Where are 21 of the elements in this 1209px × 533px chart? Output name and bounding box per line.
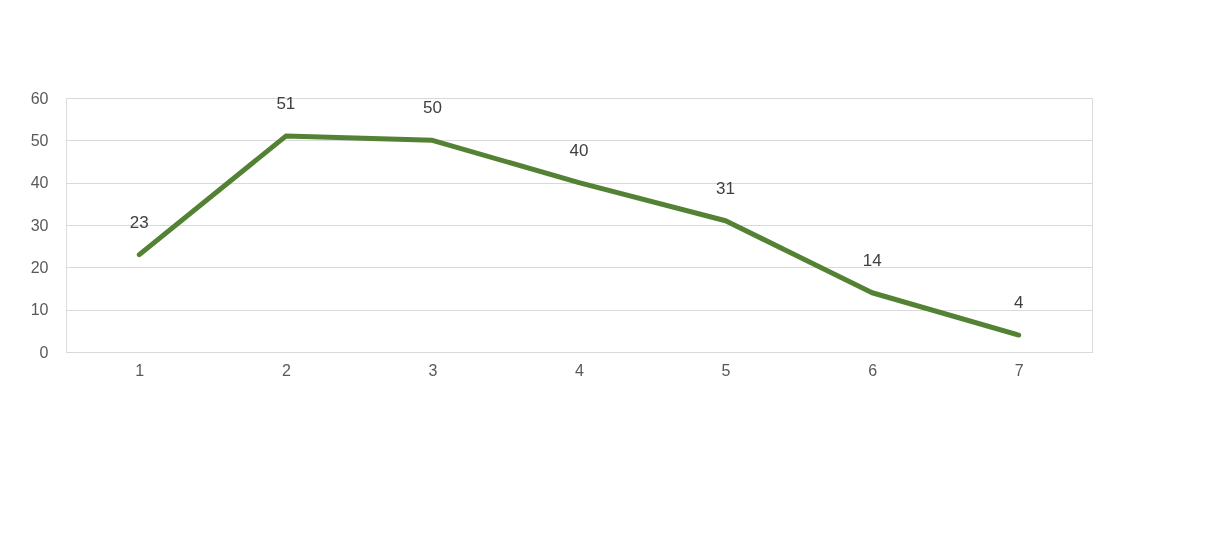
data-label: 31 [716,178,736,198]
data-label: 51 [276,94,296,114]
y-tick-label: 10 [30,301,49,319]
y-tick-label: 60 [30,89,49,107]
data-label: 40 [569,140,589,160]
y-tick-label: 30 [30,216,49,234]
x-tick-label: 4 [575,361,585,379]
x-tick-label: 3 [428,361,438,379]
data-label: 23 [129,212,149,232]
y-tick-label: 20 [30,258,49,276]
x-tick-label: 7 [1014,361,1024,379]
x-tick-label: 2 [281,361,291,379]
data-label: 50 [422,98,442,118]
x-tick-label: 5 [721,361,731,379]
y-tick-label: 0 [39,343,49,361]
data-label: 4 [1013,293,1024,313]
data-label: 14 [862,250,882,270]
y-tick-label: 50 [30,131,49,149]
y-tick-label: 40 [30,174,49,192]
x-tick-label: 1 [135,361,145,379]
x-tick-label: 6 [868,361,878,379]
